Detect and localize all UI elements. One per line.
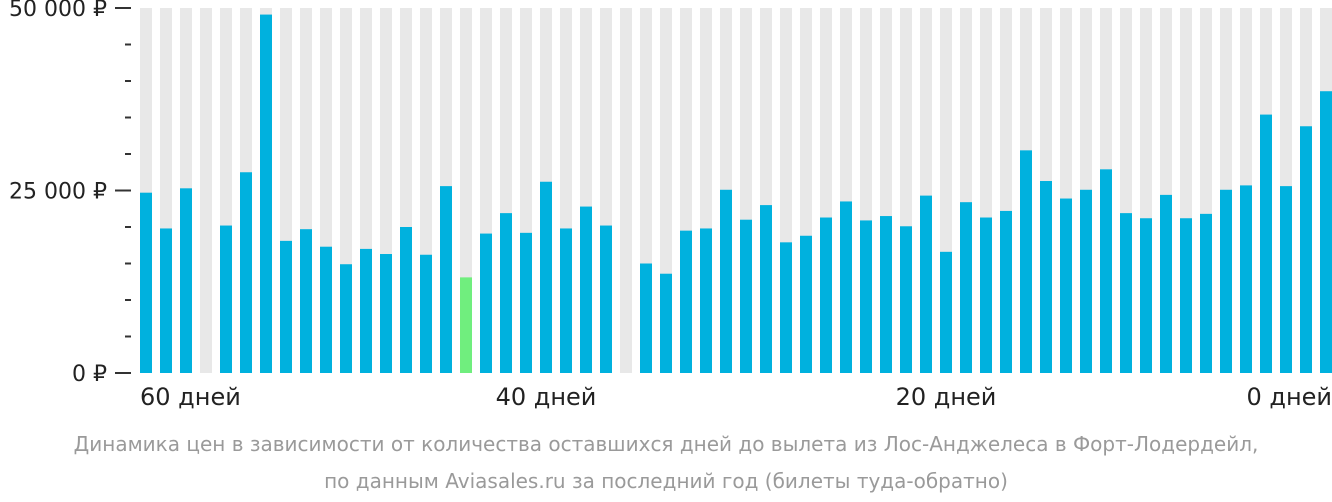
price-bars bbox=[140, 14, 1332, 373]
price-bar bbox=[1320, 91, 1332, 373]
price-bar bbox=[800, 235, 812, 373]
price-bar bbox=[860, 220, 872, 373]
price-bar bbox=[1080, 189, 1092, 373]
price-bar bbox=[160, 228, 172, 373]
price-bar bbox=[360, 248, 372, 373]
price-bar bbox=[280, 240, 292, 373]
price-bar bbox=[820, 217, 832, 373]
price-bar bbox=[980, 217, 992, 373]
price-bar bbox=[640, 263, 652, 373]
price-bar bbox=[660, 273, 672, 373]
x-axis: 60 дней 40 дней 20 дней 0 дней bbox=[140, 383, 1332, 411]
x-tick-label: 20 дней bbox=[896, 383, 997, 411]
price-bar bbox=[740, 219, 752, 373]
price-bar bbox=[880, 216, 892, 373]
price-bar bbox=[300, 229, 312, 373]
price-bar bbox=[1300, 126, 1312, 373]
price-bar bbox=[1120, 213, 1132, 373]
x-tick-label: 60 дней bbox=[140, 383, 241, 411]
price-bar bbox=[940, 251, 952, 373]
price-bar bbox=[720, 189, 732, 373]
price-bar bbox=[680, 230, 692, 373]
price-bar bbox=[1200, 213, 1212, 373]
price-bar bbox=[520, 232, 532, 373]
price-bar bbox=[480, 233, 492, 373]
background-columns bbox=[140, 8, 1332, 373]
background-column bbox=[620, 8, 632, 373]
price-chart: 0 ₽ 25 000 ₽ 50 000 ₽ 60 дней 40 дней 20 дне… bbox=[9, 0, 1332, 411]
price-bar bbox=[900, 226, 912, 373]
price-bar bbox=[1240, 185, 1252, 373]
price-bar bbox=[400, 227, 412, 373]
price-bar bbox=[1160, 194, 1172, 373]
price-bar bbox=[1100, 169, 1112, 373]
price-bar bbox=[840, 201, 852, 373]
price-bar bbox=[780, 242, 792, 373]
y-axis: 0 ₽ 25 000 ₽ 50 000 ₽ bbox=[9, 0, 131, 387]
price-bar bbox=[180, 188, 192, 373]
price-bar bbox=[760, 205, 772, 373]
y-tick-label: 0 ₽ bbox=[72, 362, 107, 387]
price-bar bbox=[1040, 181, 1052, 373]
price-bar bbox=[1020, 150, 1032, 373]
x-tick-label: 40 дней bbox=[496, 383, 597, 411]
price-bar bbox=[220, 225, 232, 373]
price-bar bbox=[540, 181, 552, 373]
price-bar bbox=[500, 213, 512, 373]
x-tick-label: 0 дней bbox=[1246, 383, 1332, 411]
price-bar bbox=[260, 14, 272, 373]
price-bar bbox=[240, 172, 252, 373]
price-bar bbox=[1060, 198, 1072, 373]
price-bar bbox=[560, 228, 572, 373]
price-bar bbox=[420, 254, 432, 373]
y-tick-label: 25 000 ₽ bbox=[9, 180, 107, 205]
price-bar bbox=[1280, 186, 1292, 373]
cheapest-price-bar bbox=[460, 277, 472, 373]
price-bar bbox=[320, 246, 332, 373]
price-bar bbox=[440, 186, 452, 373]
price-bar bbox=[700, 228, 712, 373]
price-bar bbox=[1140, 218, 1152, 373]
price-bar bbox=[1220, 189, 1232, 373]
price-bar bbox=[580, 206, 592, 373]
price-bar bbox=[340, 264, 352, 373]
chart-caption-line-1: Динамика цен в зависимости от количества… bbox=[73, 432, 1259, 456]
price-bar bbox=[600, 225, 612, 373]
price-bar bbox=[920, 195, 932, 373]
chart-caption-line-2: по данным Aviasales.ru за последний год … bbox=[324, 469, 1008, 493]
price-bar bbox=[140, 192, 152, 373]
background-column bbox=[200, 8, 212, 373]
y-tick-label: 50 000 ₽ bbox=[9, 0, 107, 22]
price-bar bbox=[1000, 210, 1012, 373]
price-bar bbox=[1260, 114, 1272, 373]
price-bar bbox=[380, 254, 392, 373]
price-bar bbox=[1180, 218, 1192, 373]
price-bar bbox=[960, 202, 972, 373]
